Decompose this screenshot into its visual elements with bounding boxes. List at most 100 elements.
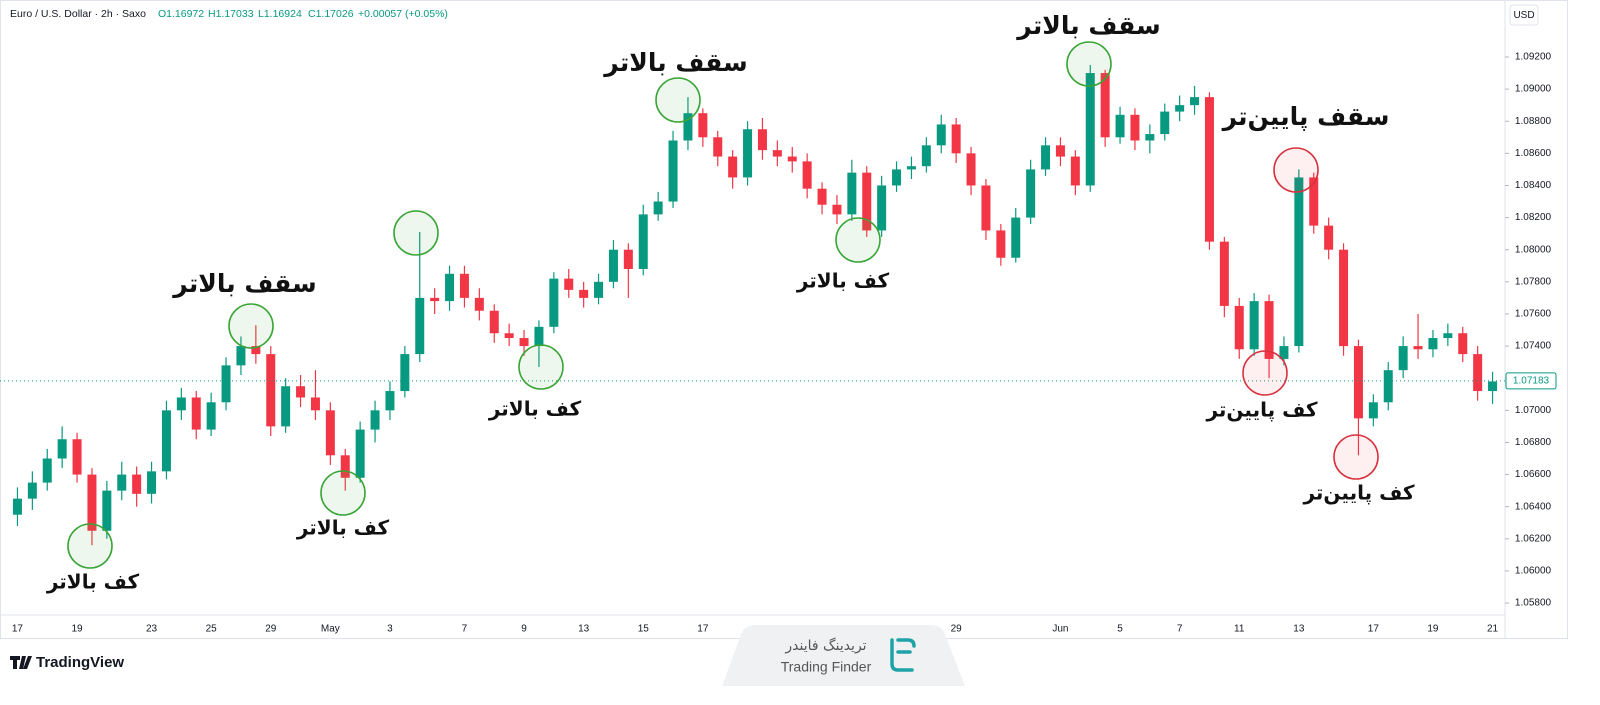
candle-body [117,474,127,491]
candle-body [87,474,97,531]
annotation-label: سقف بالاتر [171,269,316,299]
x-tick-label: 7 [462,624,468,635]
candle-body [757,129,767,151]
candle-body [683,113,693,141]
y-tick-label: 1.08200 [1515,212,1552,223]
logo-icon [10,656,32,669]
candle-body [325,410,335,456]
candle-body [594,281,604,298]
candle-body [1458,333,1468,355]
y-tick-label: 1.09000 [1515,84,1552,95]
change-value: +0.00057 (+0.05%) [358,8,448,20]
candle-body [1175,105,1185,112]
watermark: تریدینگ فایندر Trading Finder [722,625,965,686]
x-tick-label: 17 [697,624,709,635]
candle-body [1085,73,1095,186]
symbol-title: Euro / U.S. Dollar · 2h · Saxo [10,8,146,20]
candle-body [1398,346,1408,371]
candle-body [430,297,440,302]
watermark-icon [890,638,916,672]
candle-body [132,474,142,494]
y-tick-label: 1.09200 [1515,52,1552,63]
y-tick-label: 1.05800 [1515,598,1552,609]
candle-body [1026,169,1036,218]
candle-body [966,153,976,186]
candle-body [12,498,22,515]
candle-body [147,471,157,494]
annotation-label: سقف بالاتر [1015,11,1160,41]
y-tick-label: 1.06400 [1515,501,1552,512]
candle-body [638,214,648,269]
y-tick-label: 1.08000 [1515,244,1552,255]
candle-body [1145,134,1155,141]
x-tick-label: 17 [1368,624,1380,635]
annotation-label: کف پایین‌تر [1205,398,1317,423]
candle-body [951,124,961,154]
candle-body [906,166,916,170]
candle-body [832,204,842,215]
pivot-circle [1273,147,1319,193]
candle-body [1055,145,1065,157]
x-tick-label: 23 [146,624,158,635]
candle-body [1368,402,1378,419]
candle-body [1324,225,1334,250]
candle-body [1234,305,1244,350]
x-tick-label: 19 [1427,624,1439,635]
y-tick-label: 1.06800 [1515,437,1552,448]
y-tick-label: 1.06000 [1515,566,1552,577]
x-tick-label: 7 [1177,624,1183,635]
annotation-label: کف بالاتر [488,397,582,421]
last-price-box [1505,372,1557,390]
candle-body [549,278,559,327]
candle-body [892,169,902,186]
watermark-plate [722,625,965,686]
candle-body [236,346,246,366]
candle-body [1443,333,1453,339]
x-tick-label: 19 [71,624,83,635]
x-tick-label: 29 [951,624,963,635]
candle-body [1011,217,1021,258]
candle-body [921,145,931,167]
candle-body [981,185,991,231]
y-tick-label: 1.06600 [1515,469,1552,480]
pivot-circle [228,303,274,349]
candle-body [370,410,380,430]
candle-body [608,249,618,282]
candle-body [564,278,574,290]
candle-body [191,397,201,430]
candle-body [1041,145,1051,170]
x-tick-label: 29 [265,624,277,635]
candle-body [415,297,425,355]
pivot-circle [835,217,881,263]
watermark-en: Trading Finder [781,659,872,675]
candle-body [728,156,738,178]
candle-body [27,482,37,499]
candle-body [1339,249,1349,347]
tradingview-logo: TradingView [10,654,124,671]
x-tick-label: May [321,624,340,635]
pivot-circle [393,210,439,256]
candle-body [281,386,291,427]
annotation-label: سقف پایین‌تر [1221,102,1390,132]
ohlc-value: H1.17033 [208,8,254,20]
candle-body [1160,111,1170,135]
candle-body [713,137,723,157]
pivot-circle [655,77,701,123]
candle-body [504,333,514,339]
candle-body [1100,73,1110,138]
candle-body [161,410,171,472]
candle-body [802,161,812,189]
x-tick-label: 5 [1117,624,1123,635]
currency-button[interactable] [1509,4,1539,26]
annotation-label: کف بالاتر [796,269,890,293]
candle-body [57,439,67,459]
candle-body [176,397,186,411]
annotation-label: کف بالاتر [46,570,140,594]
candle-body [579,289,589,298]
candle-body [1279,346,1289,359]
currency-label: USD [1513,10,1534,21]
x-tick-label: 11 [1234,624,1245,635]
candle-body [1294,177,1304,347]
x-tick-label: 25 [206,624,218,635]
